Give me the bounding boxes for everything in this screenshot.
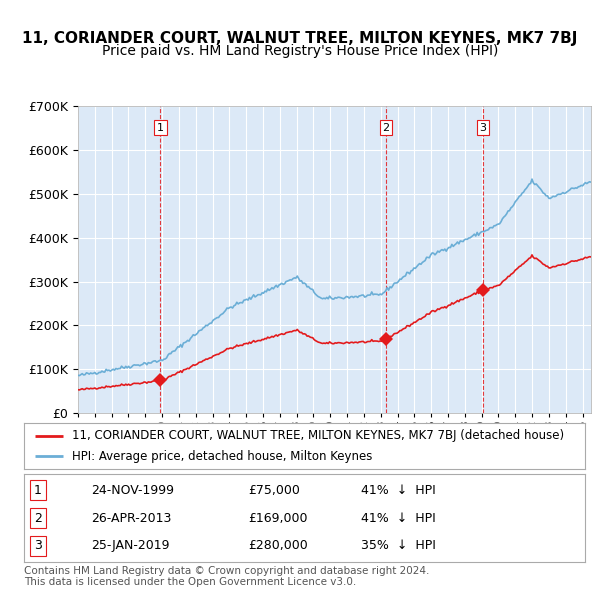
Text: HPI: Average price, detached house, Milton Keynes: HPI: Average price, detached house, Milt… [71, 450, 372, 463]
Text: 2: 2 [34, 512, 42, 525]
Text: Contains HM Land Registry data © Crown copyright and database right 2024.: Contains HM Land Registry data © Crown c… [24, 566, 430, 576]
Text: 3: 3 [34, 539, 42, 552]
Text: 26-APR-2013: 26-APR-2013 [91, 512, 172, 525]
Text: 25-JAN-2019: 25-JAN-2019 [91, 539, 170, 552]
Text: 41%  ↓  HPI: 41% ↓ HPI [361, 484, 436, 497]
Text: 11, CORIANDER COURT, WALNUT TREE, MILTON KEYNES, MK7 7BJ (detached house): 11, CORIANDER COURT, WALNUT TREE, MILTON… [71, 430, 564, 442]
Text: 41%  ↓  HPI: 41% ↓ HPI [361, 512, 436, 525]
Text: 11, CORIANDER COURT, WALNUT TREE, MILTON KEYNES, MK7 7BJ: 11, CORIANDER COURT, WALNUT TREE, MILTON… [22, 31, 578, 45]
Text: £169,000: £169,000 [248, 512, 308, 525]
Text: 24-NOV-1999: 24-NOV-1999 [91, 484, 175, 497]
Text: £280,000: £280,000 [248, 539, 308, 552]
Text: This data is licensed under the Open Government Licence v3.0.: This data is licensed under the Open Gov… [24, 577, 356, 587]
Text: £75,000: £75,000 [248, 484, 300, 497]
Text: 3: 3 [479, 123, 487, 133]
Text: 35%  ↓  HPI: 35% ↓ HPI [361, 539, 436, 552]
Text: 1: 1 [157, 123, 164, 133]
Text: 1: 1 [34, 484, 42, 497]
Text: Price paid vs. HM Land Registry's House Price Index (HPI): Price paid vs. HM Land Registry's House … [102, 44, 498, 58]
Text: 2: 2 [383, 123, 389, 133]
